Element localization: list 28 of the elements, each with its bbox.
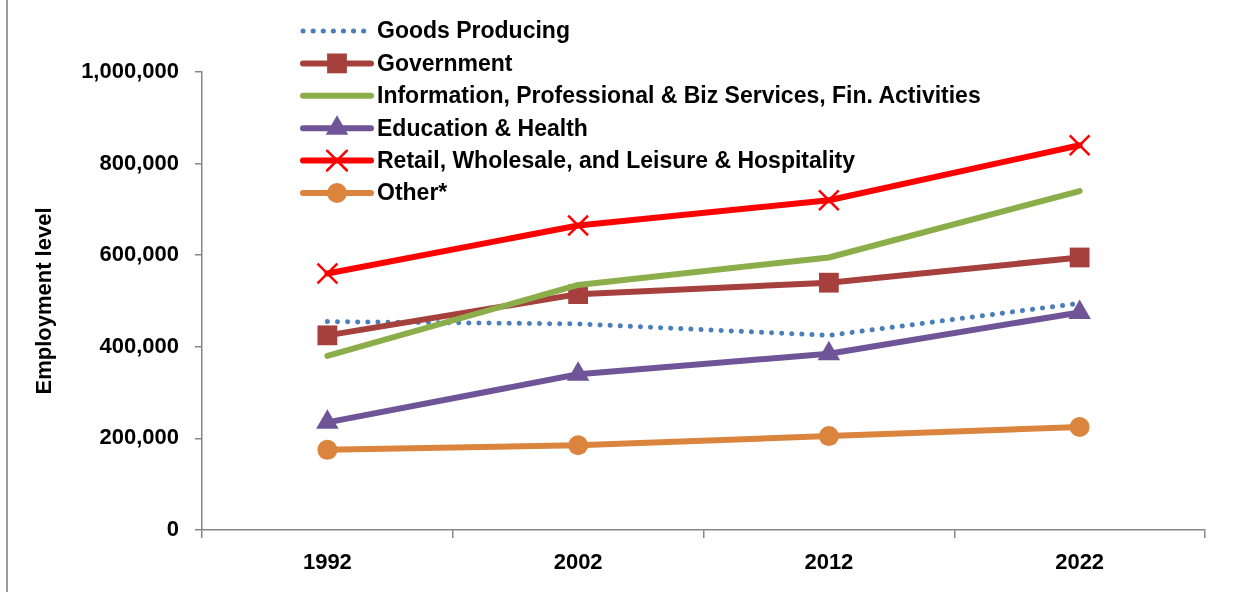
point bbox=[568, 435, 589, 456]
y-tick-label: 0 bbox=[166, 516, 179, 542]
x-tick-label: 1992 bbox=[302, 549, 352, 575]
point bbox=[818, 272, 839, 293]
y-tick-label: 800,000 bbox=[99, 149, 179, 175]
legend-label: Government bbox=[377, 49, 513, 76]
y-tick-label: 600,000 bbox=[99, 241, 179, 267]
y-tick-label: 400,000 bbox=[99, 332, 179, 358]
y-tick-label: 1,000,000 bbox=[81, 58, 179, 84]
point bbox=[1069, 247, 1090, 268]
legend-label: Goods Producing bbox=[377, 17, 570, 44]
y-axis-title: Employment level bbox=[31, 207, 57, 395]
point bbox=[317, 325, 338, 346]
x-tick-label: 2022 bbox=[1055, 549, 1105, 575]
point bbox=[1069, 416, 1090, 437]
point bbox=[818, 426, 839, 447]
point bbox=[817, 189, 841, 212]
point bbox=[1068, 134, 1091, 157]
y-tick-label: 200,000 bbox=[99, 424, 179, 450]
legend-label: Information, Professional & Biz Services, Fin. Activities bbox=[377, 82, 981, 109]
legend-label: Other* bbox=[377, 179, 448, 206]
x-tick-label: 2012 bbox=[804, 549, 854, 575]
point bbox=[316, 262, 339, 285]
x-tick-label: 2002 bbox=[553, 549, 603, 575]
point bbox=[566, 214, 590, 237]
legend-label: Education & Health bbox=[377, 114, 588, 141]
legend-label: Retail, Wholesale, and Leisure & Hospitality bbox=[377, 146, 856, 173]
point bbox=[317, 439, 338, 460]
